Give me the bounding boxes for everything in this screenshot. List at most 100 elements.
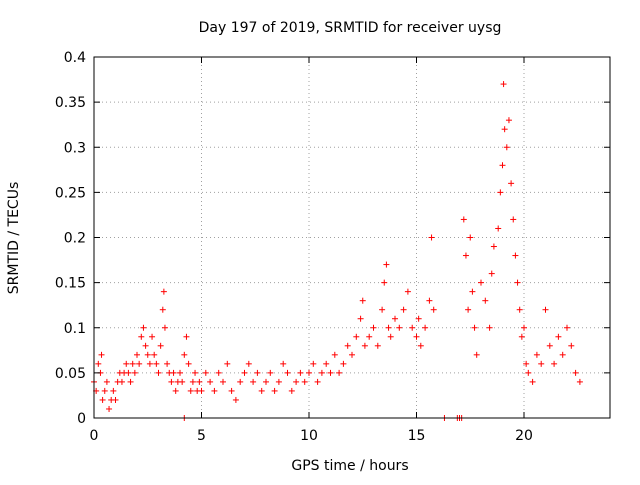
data-point — [258, 387, 265, 394]
data-point — [211, 387, 218, 394]
data-point — [110, 387, 117, 394]
data-point — [379, 306, 386, 313]
y-tick-label: 0.25 — [55, 185, 86, 201]
data-point — [529, 378, 536, 385]
data-point — [123, 360, 130, 367]
data-point — [101, 387, 108, 394]
data-point — [344, 342, 351, 349]
points-layer — [91, 81, 583, 421]
data-point — [271, 387, 278, 394]
data-point — [533, 351, 540, 358]
data-point — [103, 378, 110, 385]
x-axis-label: GPS time / hours — [291, 458, 408, 474]
data-point — [280, 360, 287, 367]
data-point — [151, 351, 158, 358]
data-point — [177, 369, 183, 376]
data-point — [157, 342, 164, 349]
data-point — [323, 360, 330, 367]
data-point — [381, 279, 388, 286]
data-point — [140, 324, 147, 331]
data-point — [196, 378, 203, 385]
data-point — [228, 387, 235, 394]
data-point — [430, 306, 437, 313]
data-point — [551, 360, 558, 367]
data-point — [538, 360, 545, 367]
data-point — [353, 333, 360, 340]
data-point — [422, 324, 429, 331]
data-point — [318, 369, 325, 376]
y-tick-label: 0.4 — [64, 50, 86, 66]
data-point — [232, 396, 239, 403]
data-point — [142, 342, 149, 349]
data-point — [237, 378, 244, 385]
data-point — [153, 360, 160, 367]
data-point — [486, 324, 493, 331]
data-point — [306, 369, 312, 376]
data-point — [499, 162, 506, 169]
data-point — [572, 369, 579, 376]
data-point — [288, 387, 295, 394]
data-point — [241, 369, 248, 376]
data-point — [518, 333, 525, 340]
data-point — [159, 306, 166, 313]
data-point — [404, 288, 411, 295]
data-point — [172, 387, 179, 394]
data-point — [521, 324, 527, 331]
data-point — [161, 324, 168, 331]
data-point — [465, 306, 472, 313]
data-point — [523, 360, 530, 367]
grid-layer — [94, 57, 610, 418]
data-point — [374, 342, 381, 349]
data-point — [514, 279, 521, 286]
data-point — [250, 378, 257, 385]
data-point — [568, 342, 575, 349]
data-point — [207, 378, 214, 385]
data-point — [525, 369, 532, 376]
data-point — [118, 378, 125, 385]
y-tick-label: 0.05 — [55, 366, 86, 382]
data-point — [187, 387, 194, 394]
data-point — [546, 342, 553, 349]
data-point — [95, 360, 102, 367]
y-tick-label: 0.1 — [64, 321, 86, 337]
data-point — [189, 378, 196, 385]
data-point — [516, 306, 523, 313]
data-point — [134, 351, 140, 358]
y-tick-label: 0.3 — [64, 140, 86, 156]
data-point — [293, 378, 300, 385]
data-point — [263, 378, 269, 385]
data-point — [370, 324, 377, 331]
data-point — [331, 351, 338, 358]
data-point — [267, 369, 274, 376]
data-point — [310, 360, 317, 367]
data-point — [415, 315, 422, 322]
data-point — [417, 342, 424, 349]
data-point — [478, 279, 484, 286]
data-point — [112, 396, 119, 403]
data-point — [129, 360, 136, 367]
data-point — [160, 288, 167, 295]
y-tick-label: 0.15 — [55, 276, 86, 292]
data-point — [473, 351, 480, 358]
data-point — [505, 117, 512, 124]
data-point — [366, 333, 373, 340]
data-point — [469, 288, 476, 295]
data-point — [106, 405, 113, 412]
data-point — [164, 360, 171, 367]
data-point — [127, 378, 134, 385]
data-point — [146, 360, 153, 367]
data-point — [215, 369, 222, 376]
data-point — [183, 333, 190, 340]
data-point — [512, 252, 519, 259]
data-point — [503, 144, 510, 151]
data-point — [284, 369, 291, 376]
data-point — [136, 360, 143, 367]
data-point — [125, 369, 132, 376]
data-point — [426, 297, 433, 304]
data-point — [202, 369, 209, 376]
data-point — [155, 369, 162, 376]
y-axis-label: SRMTID / TECUs — [6, 182, 22, 295]
y-tick-label: 0 — [77, 411, 86, 427]
